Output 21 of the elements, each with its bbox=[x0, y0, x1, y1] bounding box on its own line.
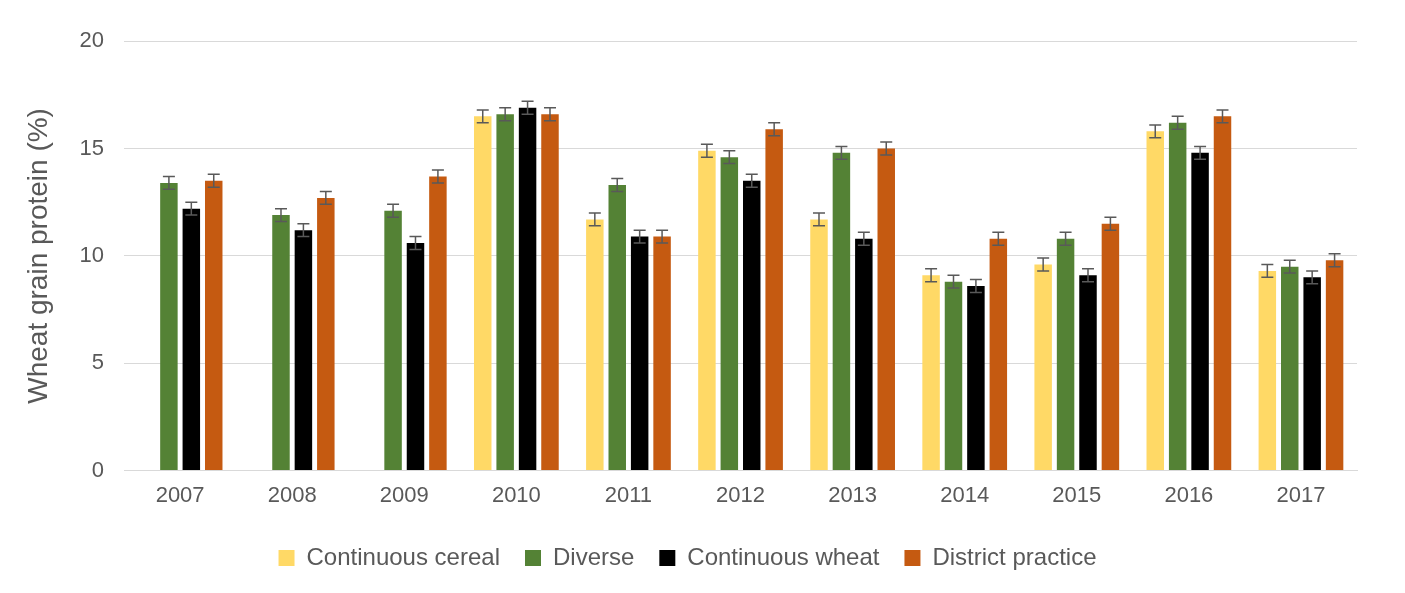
x-tick-label: 2011 bbox=[604, 481, 653, 507]
x-tick-label: 2009 bbox=[379, 481, 429, 507]
legend-label: Continuous cereal bbox=[306, 542, 500, 570]
x-tick-label: 2007 bbox=[155, 481, 205, 507]
x-tick-label: 2010 bbox=[491, 481, 541, 507]
x-tick-label: 2016 bbox=[1164, 481, 1214, 507]
y-axis-title: Wheat grain protein (%) bbox=[21, 108, 53, 404]
x-tick-label: 2015 bbox=[1052, 481, 1102, 507]
legend-label: Diverse bbox=[552, 542, 635, 570]
y-tick-label: 15 bbox=[79, 134, 105, 160]
x-tick-label: 2014 bbox=[940, 481, 990, 507]
y-tick-label: 20 bbox=[79, 27, 105, 53]
x-tick-label: 2017 bbox=[1276, 481, 1326, 507]
legend-label: District practice bbox=[932, 542, 1097, 570]
x-tick-label: 2008 bbox=[267, 481, 317, 507]
legend-label: Continuous wheat bbox=[687, 542, 880, 570]
x-tick-label: 2012 bbox=[716, 481, 766, 507]
y-tick-label: 0 bbox=[91, 456, 105, 482]
y-tick-label: 10 bbox=[79, 241, 105, 267]
y-tick-label: 5 bbox=[91, 349, 105, 375]
x-tick-label: 2013 bbox=[828, 481, 878, 507]
